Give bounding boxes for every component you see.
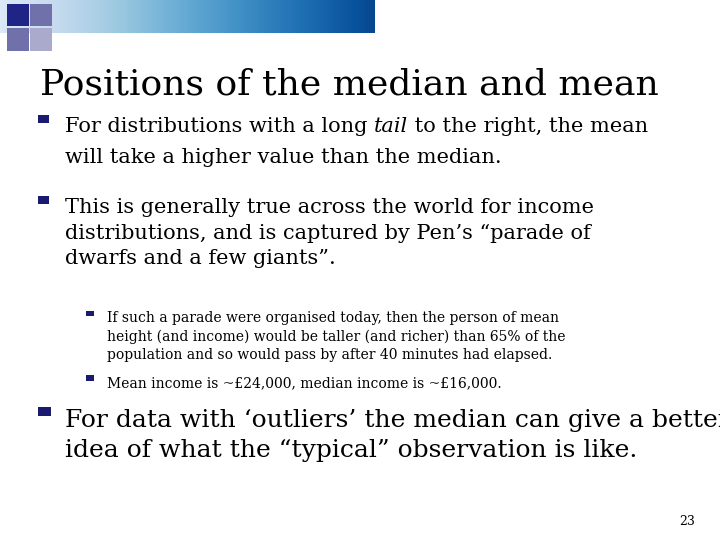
Bar xyxy=(7,28,29,51)
Text: tail: tail xyxy=(374,117,408,136)
Text: will take a higher value than the median.: will take a higher value than the median… xyxy=(65,148,501,167)
Bar xyxy=(38,196,49,204)
Bar xyxy=(86,375,94,381)
Text: For data with ‘outliers’ the median can give a better
idea of what the “typical”: For data with ‘outliers’ the median can … xyxy=(65,409,720,462)
Text: 23: 23 xyxy=(679,515,695,528)
Text: This is generally true across the world for income
distributions, and is capture: This is generally true across the world … xyxy=(65,198,594,268)
Text: to the right, the mean: to the right, the mean xyxy=(408,117,648,136)
Bar xyxy=(38,407,51,416)
Bar xyxy=(7,4,29,26)
Text: Mean income is ~£24,000, median income is ~£16,000.: Mean income is ~£24,000, median income i… xyxy=(107,376,501,390)
Bar xyxy=(30,4,52,26)
Bar xyxy=(30,28,52,51)
Bar xyxy=(86,310,94,316)
Text: Positions of the median and mean: Positions of the median and mean xyxy=(40,68,658,102)
Bar xyxy=(38,115,49,123)
Text: For distributions with a long: For distributions with a long xyxy=(65,117,374,136)
Text: If such a parade were organised today, then the person of mean
height (and incom: If such a parade were organised today, t… xyxy=(107,311,565,362)
